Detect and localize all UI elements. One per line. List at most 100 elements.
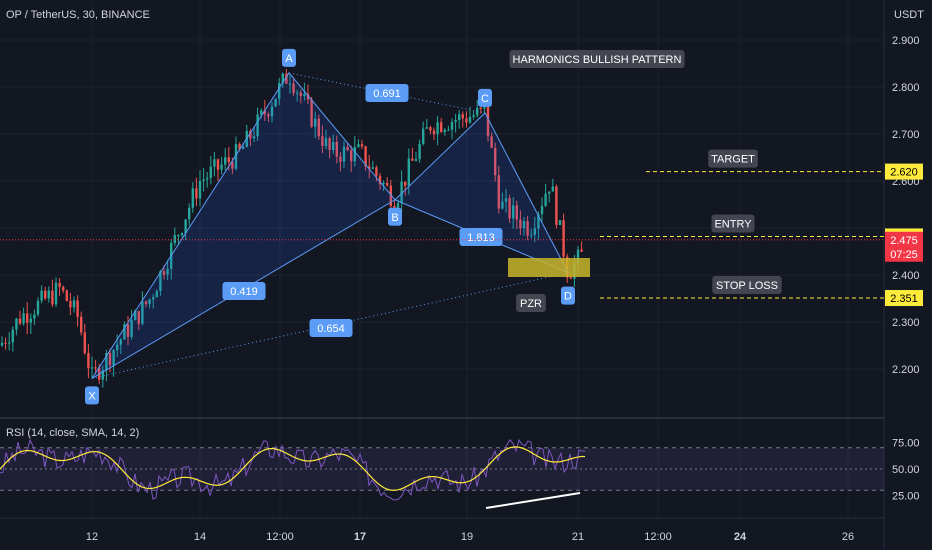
candle-body xyxy=(152,297,155,300)
point-c-label[interactable]: C xyxy=(478,88,492,107)
level-label[interactable]: ENTRY xyxy=(711,214,755,233)
candle-body xyxy=(443,129,446,132)
time-tick-label: 12:00 xyxy=(644,531,672,543)
candle-body xyxy=(285,73,288,84)
candle-body xyxy=(364,146,367,167)
candle-body xyxy=(411,158,414,161)
candle-body xyxy=(303,93,306,97)
candle-body xyxy=(29,318,32,323)
candle-body xyxy=(306,93,310,100)
point-d-label[interactable]: D xyxy=(561,286,575,305)
candle-body xyxy=(33,314,36,319)
candle-body xyxy=(166,268,169,275)
candle-body xyxy=(116,344,119,351)
candle-body xyxy=(526,221,529,236)
trade-levels[interactable]: TARGET ENTRY STOP LOSS xyxy=(0,149,884,299)
time-tick-label: 14 xyxy=(194,531,206,543)
pzr-label[interactable]: PZR xyxy=(516,294,546,312)
price-tick-label: 2.800 xyxy=(892,82,920,94)
candle-body xyxy=(51,290,54,305)
rsi-pane[interactable]: RSI (14, close, SMA, 14, 2) 75.00 50.00 25.… xyxy=(0,427,920,509)
time-tick-label: 12:00 xyxy=(266,531,294,543)
point-b-label[interactable]: B xyxy=(388,207,402,226)
point-a-label[interactable]: A xyxy=(282,48,296,67)
candle-body xyxy=(8,342,11,344)
pzr-zone[interactable] xyxy=(508,258,590,277)
last-price-text: 2.475 xyxy=(890,235,918,247)
candle-body xyxy=(450,121,454,130)
rsi-title[interactable]: RSI (14, close, SMA, 14, 2) xyxy=(6,427,139,439)
countdown-text: 07:25 xyxy=(890,249,918,261)
point-x-label[interactable]: X xyxy=(85,386,99,405)
last-price-badge: 2.475 07:25 xyxy=(885,231,923,262)
divergence-line[interactable] xyxy=(485,492,581,509)
candle-body xyxy=(396,203,400,211)
candle-body xyxy=(407,158,410,186)
candle-body xyxy=(576,249,580,264)
pzr-label-box xyxy=(516,294,546,312)
pattern-title[interactable]: HARMONICS BULLISH PATTERN xyxy=(509,50,685,68)
price-tick-label: 2.700 xyxy=(892,129,920,141)
candle-body xyxy=(134,311,137,321)
candle-body xyxy=(522,221,526,229)
level-label[interactable]: STOP LOSS xyxy=(712,276,782,295)
candle-body xyxy=(224,157,227,165)
ratio-bd-label[interactable]: 1.813 xyxy=(459,228,503,246)
price-badge: 2.351 xyxy=(885,290,923,307)
ratio-xd-label[interactable]: 0.654 xyxy=(309,319,353,337)
candle-body xyxy=(551,186,554,192)
candle-body xyxy=(231,162,234,169)
level-label[interactable]: TARGET xyxy=(708,149,758,168)
candle-body xyxy=(490,136,493,148)
candle-body xyxy=(94,367,97,369)
candle-body xyxy=(80,316,83,333)
price-badge-box xyxy=(885,290,923,307)
candle-body xyxy=(332,141,335,151)
time-tick-label: 17 xyxy=(354,531,366,543)
candle-body xyxy=(432,130,436,135)
candle-body xyxy=(479,107,482,109)
candle-body xyxy=(580,249,583,252)
candle-body xyxy=(22,313,25,324)
candle-body xyxy=(342,147,346,162)
candle-body xyxy=(72,300,76,308)
candle-body xyxy=(324,138,328,146)
point-c-label-text: C xyxy=(481,93,489,105)
candle-body xyxy=(83,332,86,354)
candle-body xyxy=(62,286,65,291)
candle-body xyxy=(375,167,378,176)
candle-body xyxy=(76,300,79,317)
time-tick-label: 19 xyxy=(461,531,473,543)
candle-body xyxy=(252,136,256,139)
candle-body xyxy=(418,143,421,160)
candle-body xyxy=(414,159,418,161)
candle-body xyxy=(141,301,144,324)
candle-body xyxy=(357,144,360,147)
candle-body xyxy=(429,127,432,131)
candle-body xyxy=(180,233,184,236)
candle-body xyxy=(137,311,140,324)
symbol-title[interactable]: OP / TetherUS, 30, BINANCE xyxy=(6,9,150,21)
ratio-ac-label[interactable]: 0.691 xyxy=(365,84,409,102)
candle-body xyxy=(458,114,461,121)
point-b-label-box xyxy=(388,207,402,226)
candle-body xyxy=(26,313,29,323)
candle-body xyxy=(562,220,565,257)
candle-body xyxy=(108,352,112,366)
ratio-ac-label-box xyxy=(365,84,409,102)
price-tick-label: 2.900 xyxy=(892,35,920,47)
candle-body xyxy=(299,92,302,97)
candle-body xyxy=(317,118,320,137)
ratio-bd-label-text: 1.813 xyxy=(467,232,495,244)
ratio-xb-label[interactable]: 0.419 xyxy=(222,282,266,300)
point-d-label-box xyxy=(561,286,575,305)
candle-body xyxy=(281,73,284,84)
point-a-label-text: A xyxy=(285,53,293,65)
harmonic-pattern[interactable]: X A B C D 0.419 0.691 1.813 0.654 HARMONICS BULLI… xyxy=(85,48,685,405)
candle-body xyxy=(242,146,245,149)
candle-body xyxy=(249,130,252,139)
candle-body xyxy=(386,182,389,186)
candle-body xyxy=(267,114,270,117)
candle-body xyxy=(112,350,115,366)
